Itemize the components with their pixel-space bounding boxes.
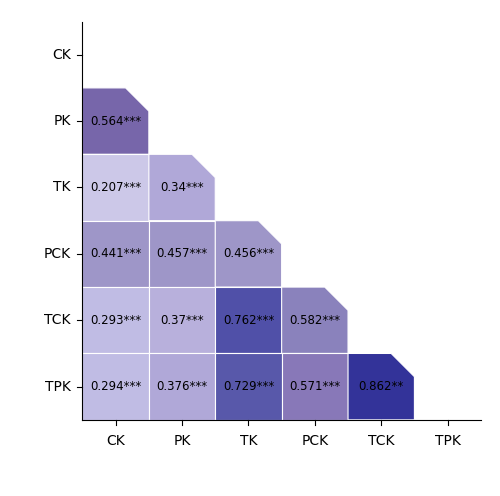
Text: 0.762***: 0.762***	[223, 314, 274, 327]
Text: 0.862**: 0.862**	[358, 380, 404, 393]
Text: 0.441***: 0.441***	[90, 248, 142, 260]
Polygon shape	[348, 354, 414, 420]
Text: PCK: PCK	[44, 247, 70, 261]
Polygon shape	[82, 287, 149, 354]
Text: 0.729***: 0.729***	[223, 380, 274, 393]
Text: TPK: TPK	[44, 379, 70, 394]
Text: 0.457***: 0.457***	[156, 248, 208, 260]
Text: 0.293***: 0.293***	[90, 314, 141, 327]
Polygon shape	[149, 221, 216, 287]
Text: 0.564***: 0.564***	[90, 115, 141, 127]
Polygon shape	[82, 154, 149, 221]
Polygon shape	[149, 287, 216, 354]
Text: PCK: PCK	[302, 434, 328, 448]
Polygon shape	[82, 221, 149, 287]
Text: TK: TK	[240, 434, 257, 448]
Text: 0.456***: 0.456***	[223, 248, 274, 260]
Text: 0.376***: 0.376***	[156, 380, 208, 393]
Polygon shape	[282, 354, 348, 420]
Text: PK: PK	[53, 114, 70, 128]
Polygon shape	[82, 354, 149, 420]
Text: 0.582***: 0.582***	[290, 314, 341, 327]
Text: CK: CK	[52, 48, 70, 62]
Text: PK: PK	[174, 434, 190, 448]
Text: 0.37***: 0.37***	[160, 314, 204, 327]
Polygon shape	[82, 88, 149, 154]
Polygon shape	[149, 154, 216, 221]
Polygon shape	[216, 287, 282, 354]
Polygon shape	[282, 287, 348, 354]
Text: TK: TK	[53, 181, 70, 194]
Text: TCK: TCK	[44, 313, 70, 327]
Polygon shape	[216, 354, 282, 420]
Polygon shape	[149, 354, 216, 420]
Text: 0.294***: 0.294***	[90, 380, 142, 393]
Text: 0.571***: 0.571***	[290, 380, 341, 393]
Polygon shape	[216, 221, 282, 287]
Text: TPK: TPK	[434, 434, 460, 448]
Text: TCK: TCK	[368, 434, 394, 448]
Text: CK: CK	[106, 434, 125, 448]
Text: 0.207***: 0.207***	[90, 181, 141, 194]
Text: 0.34***: 0.34***	[160, 181, 204, 194]
